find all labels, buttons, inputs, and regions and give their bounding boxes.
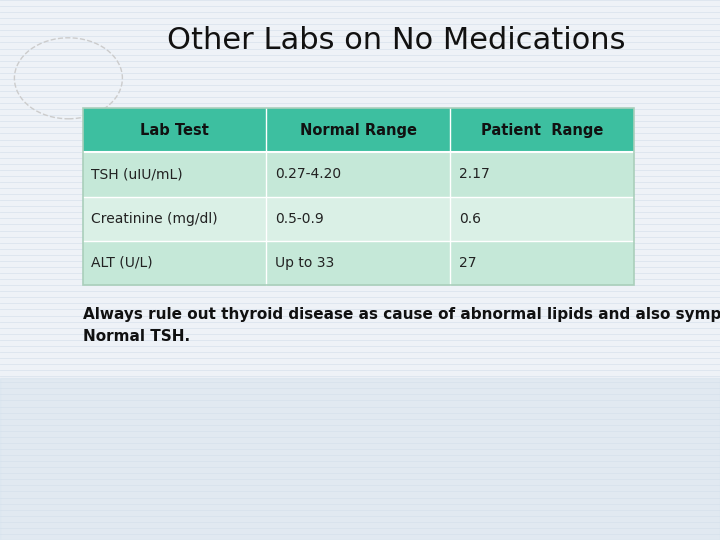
Text: 0.27-4.20: 0.27-4.20 <box>275 167 341 181</box>
Text: TSH (uIU/mL): TSH (uIU/mL) <box>91 167 183 181</box>
Text: Other Labs on No Medications: Other Labs on No Medications <box>167 26 625 55</box>
Text: Patient  Range: Patient Range <box>481 123 603 138</box>
Bar <box>450 241 634 285</box>
Bar <box>0 378 720 540</box>
Text: Up to 33: Up to 33 <box>275 256 334 270</box>
Bar <box>450 108 634 152</box>
Text: Lab Test: Lab Test <box>140 123 209 138</box>
Bar <box>83 197 266 241</box>
Text: 0.6: 0.6 <box>459 212 481 226</box>
Text: ALT (U/L): ALT (U/L) <box>91 256 153 270</box>
Bar <box>450 197 634 241</box>
Bar <box>83 241 266 285</box>
Bar <box>450 152 634 197</box>
Text: Always rule out thyroid disease as cause of abnormal lipids and also symptoms.
N: Always rule out thyroid disease as cause… <box>83 307 720 344</box>
Bar <box>266 108 450 152</box>
Bar <box>83 108 266 152</box>
Text: Normal Range: Normal Range <box>300 123 417 138</box>
Text: 2.17: 2.17 <box>459 167 490 181</box>
Text: 27: 27 <box>459 256 476 270</box>
Bar <box>83 108 634 285</box>
Text: Creatinine (mg/dl): Creatinine (mg/dl) <box>91 212 218 226</box>
Bar <box>266 152 450 197</box>
Bar <box>266 241 450 285</box>
Text: 0.5-0.9: 0.5-0.9 <box>275 212 324 226</box>
Bar <box>266 197 450 241</box>
Bar <box>83 152 266 197</box>
